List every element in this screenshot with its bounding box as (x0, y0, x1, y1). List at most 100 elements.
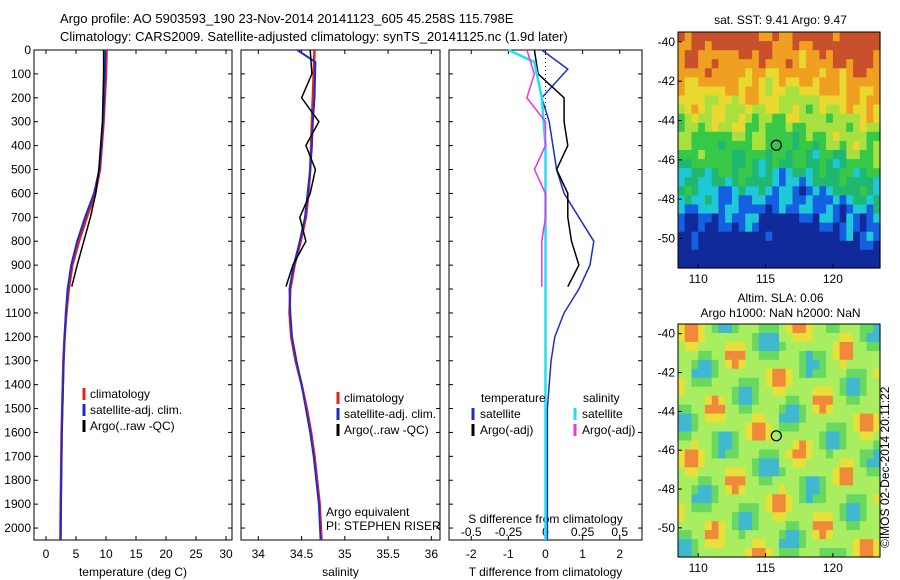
map-cell (738, 404, 746, 415)
map-cell (866, 104, 874, 115)
map-cell (745, 95, 753, 106)
map-cell (738, 159, 746, 169)
map-cell (745, 333, 753, 343)
map-cell (731, 512, 740, 522)
map-cell (765, 122, 773, 133)
map-cell (819, 341, 827, 352)
map-cell (678, 113, 686, 124)
map-cell (866, 95, 874, 106)
map-cell (758, 377, 767, 388)
map-cell (866, 512, 874, 522)
map-cell (805, 512, 814, 522)
map-cell (704, 249, 713, 260)
map-cell (772, 485, 780, 495)
map-cell (873, 77, 881, 88)
map-cell (779, 222, 787, 233)
map-cell (718, 77, 726, 88)
map-cell (758, 140, 767, 151)
map-cell (678, 512, 686, 522)
map-cell (725, 258, 733, 269)
map-cell (779, 204, 787, 215)
map-cell (839, 341, 847, 352)
map-cell (846, 512, 854, 522)
map-cell (738, 359, 746, 370)
map-cell (704, 195, 713, 206)
map-cell (826, 422, 834, 433)
map-cell (846, 195, 854, 206)
map-cell (846, 521, 854, 531)
map-cell (792, 59, 800, 69)
map-cell (725, 204, 733, 215)
map-cell (752, 213, 760, 224)
map-cell (853, 485, 861, 495)
map-cell (832, 204, 841, 215)
map-cell (698, 395, 706, 406)
map-cell (725, 77, 733, 88)
map-cell (866, 177, 874, 187)
x-tick-label: 36 (425, 547, 439, 561)
map-cell (731, 159, 740, 169)
map-cell (779, 186, 787, 196)
map-cell (772, 539, 780, 549)
map-cell (785, 350, 793, 361)
map-cell (873, 476, 881, 486)
map-cell (678, 213, 686, 224)
map-cell (859, 431, 868, 442)
map-cell (873, 333, 881, 343)
map-cell (785, 150, 793, 160)
map-cell (765, 333, 773, 343)
map-cell (678, 341, 686, 352)
map-cell (832, 386, 841, 397)
map-cell (718, 476, 726, 486)
x-tick-label-S: -0.25 (495, 525, 523, 539)
map-cell (725, 395, 733, 406)
map-cell (873, 177, 881, 187)
map-cell (839, 168, 847, 178)
map-cell (731, 50, 740, 60)
map-cell (758, 440, 767, 451)
map-cell (758, 503, 767, 513)
map-cell (846, 539, 854, 549)
map-cell (691, 113, 699, 124)
map-cell (785, 476, 793, 486)
map-cell (678, 32, 686, 42)
map-cell (698, 324, 706, 334)
map-cell (859, 104, 868, 115)
map-cell (859, 530, 868, 540)
map-cell (704, 324, 713, 334)
map-cell (779, 249, 787, 260)
map-cell (752, 131, 760, 142)
map-cell (752, 341, 760, 352)
map-cell (752, 222, 760, 233)
map-cell (826, 213, 834, 224)
map-cell (839, 333, 847, 343)
y-tick-label: 300 (11, 115, 31, 129)
map-cell (678, 249, 686, 260)
y-tick-label: 2000 (4, 521, 31, 535)
map-cell (704, 168, 713, 178)
sla-map-subtitle: Argo h1000: NaN h2000: NaN (700, 306, 861, 320)
map-cell (765, 140, 773, 151)
map-cell (745, 159, 753, 169)
map-cell (839, 350, 847, 361)
map-cell (785, 431, 793, 442)
map-cell (704, 240, 713, 251)
map-cell (819, 50, 827, 60)
map-cell (684, 77, 692, 88)
map-cell (866, 86, 874, 97)
map-cell (859, 195, 868, 206)
map-cell (684, 521, 692, 531)
map-cell (678, 503, 686, 513)
map-cell (704, 485, 713, 495)
map-cell (819, 32, 827, 42)
map-cell (691, 186, 699, 196)
map-cell (731, 440, 740, 451)
map-cell (785, 77, 793, 88)
map-cell (711, 50, 719, 60)
map-cell (704, 458, 713, 468)
map-cell (678, 177, 686, 187)
map-cell (738, 122, 746, 133)
map-cell (725, 530, 733, 540)
map-cell (704, 59, 713, 69)
